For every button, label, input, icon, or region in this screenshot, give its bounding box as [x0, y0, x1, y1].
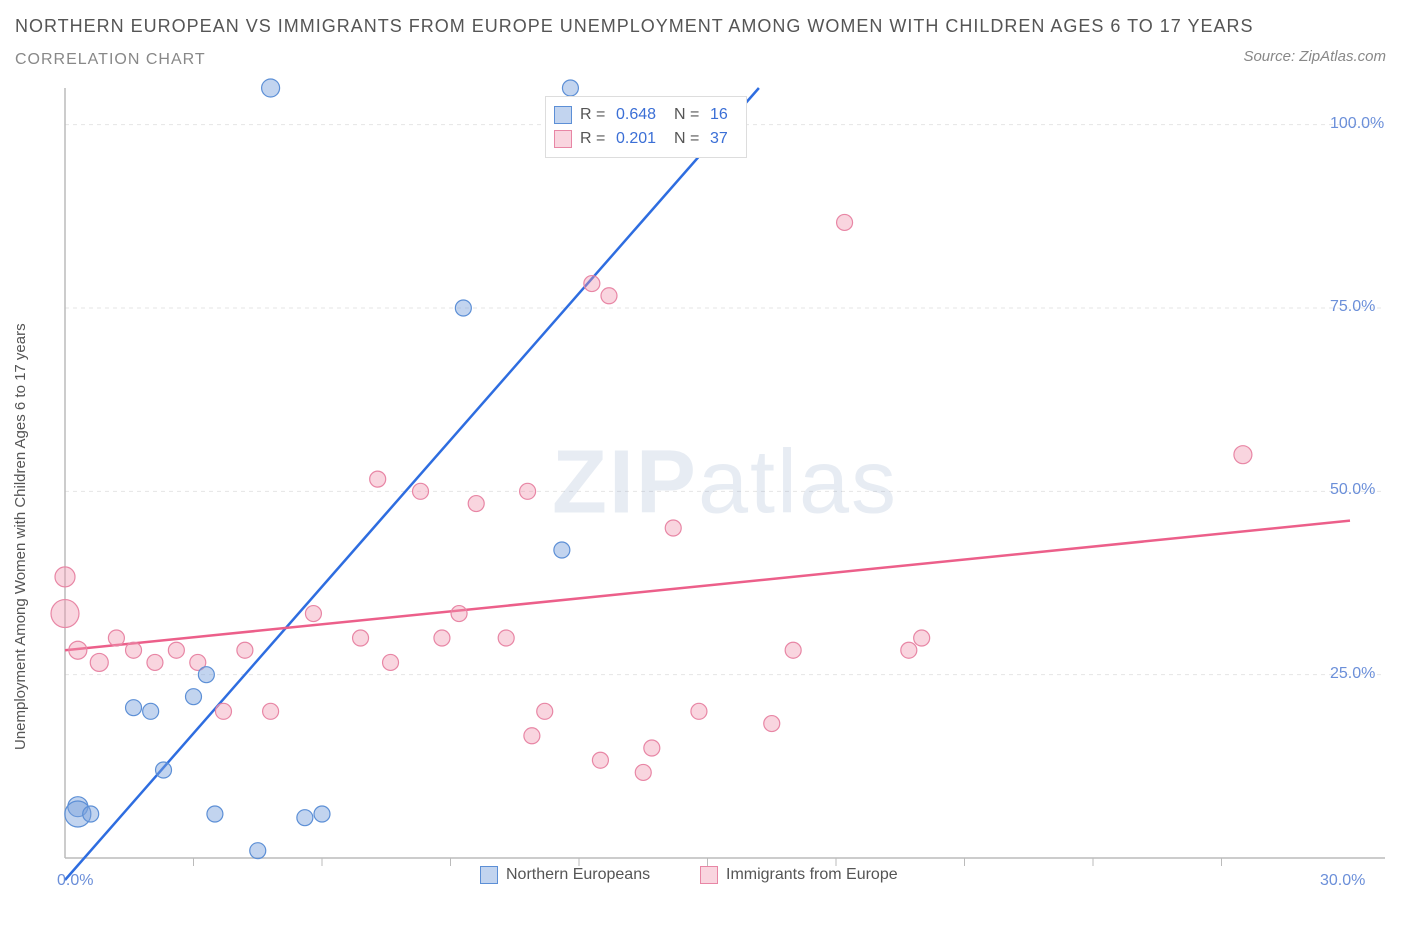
- stat-r-label: R =: [580, 130, 608, 148]
- source-attribution: Source: ZipAtlas.com: [1243, 48, 1386, 65]
- x-tick-label: 0.0%: [57, 872, 93, 890]
- stat-r-value: 0.201: [616, 130, 666, 148]
- swatch-blue-icon: [554, 106, 572, 124]
- chart-subtitle: CORRELATION CHART: [15, 51, 1391, 69]
- correlation-stats-box: R = 0.648 N = 16 R = 0.201 N = 37: [545, 96, 747, 158]
- legend-label: Immigrants from Europe: [726, 866, 898, 884]
- y-axis-label: Unemployment Among Women with Children A…: [12, 323, 29, 750]
- stat-n-label: N =: [674, 106, 702, 124]
- y-tick-label: 100.0%: [1330, 115, 1384, 133]
- stat-n-value: 37: [710, 130, 734, 148]
- stats-row-blue: R = 0.648 N = 16: [554, 103, 734, 127]
- stat-n-label: N =: [674, 130, 702, 148]
- stat-r-label: R =: [580, 106, 608, 124]
- y-tick-label: 50.0%: [1330, 481, 1375, 499]
- legend-item-pink: Immigrants from Europe: [700, 866, 898, 884]
- legend-label: Northern Europeans: [506, 866, 650, 884]
- x-tick-label: 30.0%: [1320, 872, 1365, 890]
- plot-area: ZIPatlas R =0.648N =16R =0.201N =37 Nort…: [60, 88, 1390, 878]
- legend-swatch-blue-icon: [480, 866, 498, 884]
- y-tick-label: 75.0%: [1330, 298, 1375, 316]
- stat-n-value: 16: [710, 106, 734, 124]
- y-tick-label: 25.0%: [1330, 665, 1375, 683]
- swatch-pink-icon: [554, 130, 572, 148]
- stats-row-pink: R = 0.201 N = 37: [554, 127, 734, 151]
- stat-r-value: 0.648: [616, 106, 666, 124]
- chart-title: NORTHERN EUROPEAN VS IMMIGRANTS FROM EUR…: [15, 12, 1391, 41]
- legend-item-blue: Northern Europeans: [480, 866, 650, 884]
- legend-swatch-pink-icon: [700, 866, 718, 884]
- scatter-chart: [60, 88, 1390, 898]
